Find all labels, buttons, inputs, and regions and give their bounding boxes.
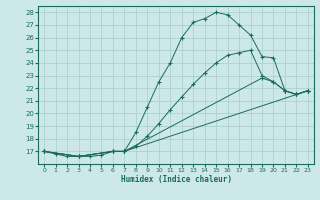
X-axis label: Humidex (Indice chaleur): Humidex (Indice chaleur) bbox=[121, 175, 231, 184]
